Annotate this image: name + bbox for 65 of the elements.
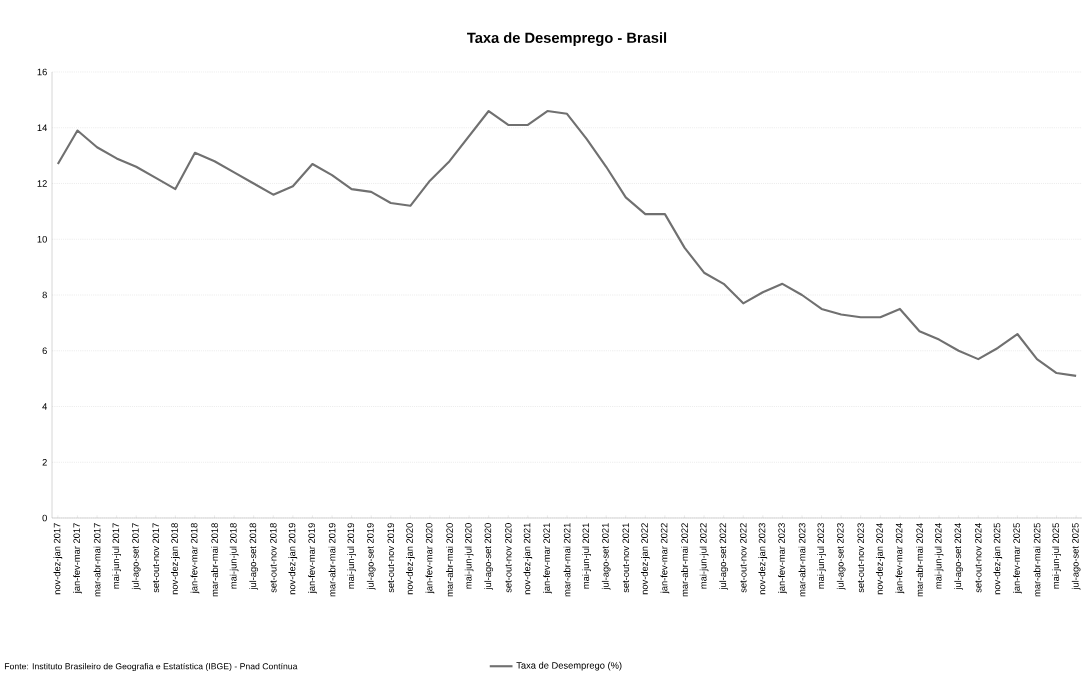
x-tick-label: jul-ago-set 2017 [131, 523, 141, 590]
x-tick-label: set-out-nov 2017 [152, 523, 160, 593]
x-tick-label: mai-jun-jul 2020 [464, 523, 474, 589]
x-tick-label: jan-fev-mar 2023 [778, 523, 787, 594]
x-tick-label: set-out-nov 2024 [974, 523, 982, 593]
x-tick-label: mar-abr-mai 2021 [563, 523, 571, 597]
chart-title: Taxa de Desemprego - Brasil [467, 32, 667, 46]
x-tick-label: nov-dez-jan 2019 [288, 523, 298, 595]
y-tick-label: 2 [42, 459, 47, 466]
x-tick-label: jul-ago-set 2020 [484, 523, 494, 590]
x-tick-label: jul-ago-set 2023 [836, 523, 846, 590]
x-tick-label: nov-dez-jan 2021 [523, 523, 533, 595]
x-tick-label: nov-dez-jan 2024 [875, 523, 885, 595]
y-tick-label: 12 [37, 180, 47, 187]
x-tick-label: nov-dez-jan 2018 [171, 523, 180, 595]
x-tick-label: nov-dez-jan 2020 [406, 523, 415, 595]
x-tick-label: mar-abr-mai 2022 [681, 523, 688, 597]
x-tick-label: mai-jun-jul 2024 [934, 523, 944, 589]
x-tick-label: nov-dez-jan 2023 [758, 523, 768, 595]
x-tick-label: jan-fev-mar 2022 [660, 523, 670, 594]
y-tick-label: 4 [42, 403, 48, 410]
y-tick-label: 16 [37, 68, 47, 76]
y-tick-label: 0 [42, 514, 47, 522]
x-tick-label: set-out-nov 2020 [504, 523, 512, 593]
y-tick-label: 6 [42, 347, 47, 355]
x-tick-label: jul-ago-set 2018 [249, 523, 259, 590]
x-tick-label: jan-fev-mar 2019 [308, 523, 317, 594]
y-tick-label: 8 [42, 291, 47, 299]
x-tick-label: nov-dez-jan 2017 [53, 523, 63, 595]
x-tick-label: nov-dez-jan 2022 [640, 523, 650, 595]
x-tick-label: mar-abr-mai 2018 [211, 523, 218, 597]
x-tick-label: mai-jun-jul 2019 [347, 523, 356, 589]
x-tick-label: mar-abr-mai 2024 [916, 523, 923, 597]
x-tick-label: jan-fev-mar 2021 [543, 523, 552, 594]
x-tick-label: mai-jun-jul 2017 [112, 523, 121, 589]
x-tick-label: set-out-nov 2019 [387, 523, 395, 593]
x-tick-label: mar-abr-mai 2019 [328, 523, 336, 597]
x-tick-label: mai-jun-jul 2023 [817, 523, 826, 589]
x-tick-label: mar-abr-mai 2025 [1033, 523, 1041, 597]
x-tick-label: set-out-nov 2022 [739, 523, 747, 593]
x-tick-label: jan-fev-mar 2017 [73, 523, 82, 594]
x-tick-label: jan-fev-mar 2024 [895, 523, 905, 594]
y-tick-label: 14 [37, 124, 48, 131]
x-tick-label: set-out-nov 2023 [857, 523, 865, 593]
x-tick-label: nov-dez-jan 2025 [993, 523, 1003, 595]
x-tick-label: jul-ago-set 2024 [954, 523, 963, 590]
x-tick-label: jan-fev-mar 2020 [425, 523, 435, 594]
x-tick-label: mai-jun-jul 2018 [229, 523, 239, 589]
x-tick-label: mar-abr-mai 2020 [446, 523, 453, 597]
x-tick-label: jul-ago-set 2019 [366, 523, 376, 590]
x-tick-label: mar-abr-mai 2017 [93, 523, 101, 597]
x-tick-label: mai-jun-jul 2021 [582, 523, 591, 589]
x-tick-label: mai-jun-jul 2025 [1052, 523, 1061, 589]
x-tick-label: jul-ago-set 2021 [601, 523, 611, 590]
x-tick-label: jan-fev-mar 2018 [190, 523, 200, 594]
y-tick-label: 10 [37, 235, 47, 243]
x-tick-label: set-out-nov 2018 [269, 523, 277, 593]
x-tick-label: mar-abr-mai 2023 [798, 523, 806, 597]
source-note: Fonte: Instituto Brasileiro de Geografia e Estatística (IBGE) - Pnad Contínua [4, 662, 298, 672]
x-tick-label: set-out-nov 2021 [622, 523, 630, 593]
x-tick-label: mai-jun-jul 2022 [699, 523, 709, 589]
x-tick-label: jul-ago-set 2025 [1071, 523, 1081, 590]
x-tick-label: jan-fev-mar 2025 [1013, 523, 1022, 594]
legend-label: Taxa de Desemprego (%) [516, 661, 622, 671]
x-tick-label: jul-ago-set 2022 [719, 523, 729, 590]
